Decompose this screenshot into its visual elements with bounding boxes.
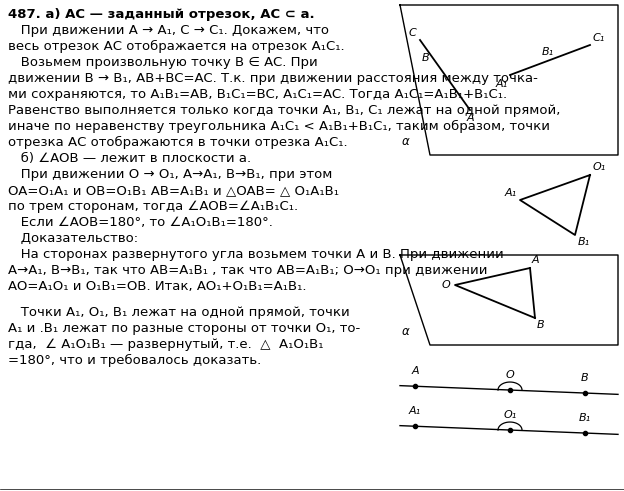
Text: 487. а) АС — заданный отрезок, АС ⊂ а.: 487. а) АС — заданный отрезок, АС ⊂ а. bbox=[8, 8, 314, 21]
Text: При движении O → O₁, A→A₁, B→B₁, при этом: При движении O → O₁, A→A₁, B→B₁, при это… bbox=[8, 168, 333, 181]
Text: движении B → B₁, AB+BC=AC. Т.к. при движении расстояния между точка-: движении B → B₁, AB+BC=AC. Т.к. при движ… bbox=[8, 72, 538, 85]
Text: Если ∠AOB=180°, то ∠A₁O₁B₁=180°.: Если ∠AOB=180°, то ∠A₁O₁B₁=180°. bbox=[8, 216, 273, 229]
Text: A₁: A₁ bbox=[409, 406, 421, 416]
Text: A→A₁, B→B₁, так что AB=A₁B₁ , так что AB=A₁B₁; O→O₁ при движении: A→A₁, B→B₁, так что AB=A₁B₁ , так что AB… bbox=[8, 264, 487, 277]
Text: гда,  ∠ A₁O₁B₁ — развернутый, т.е.  △  A₁O₁B₁: гда, ∠ A₁O₁B₁ — развернутый, т.е. △ A₁O₁… bbox=[8, 338, 323, 351]
Text: OA=O₁A₁ и OB=O₁B₁ AB=A₁B₁ и △OAB= △ O₁A₁B₁: OA=O₁A₁ и OB=O₁B₁ AB=A₁B₁ и △OAB= △ O₁A₁… bbox=[8, 184, 339, 197]
Text: α: α bbox=[402, 135, 410, 148]
Text: O₁: O₁ bbox=[593, 162, 607, 172]
Text: Равенство выполняется только когда точки A₁, B₁, C₁ лежат на одной прямой,: Равенство выполняется только когда точки… bbox=[8, 104, 560, 117]
Text: B₁: B₁ bbox=[578, 237, 590, 247]
Text: A₁: A₁ bbox=[496, 79, 508, 89]
Text: A₁: A₁ bbox=[505, 188, 517, 198]
Text: =180°, что и требовалось доказать.: =180°, что и требовалось доказать. bbox=[8, 354, 261, 367]
Text: B₁: B₁ bbox=[579, 413, 591, 423]
Text: б) ∠AOB — лежит в плоскости а.: б) ∠AOB — лежит в плоскости а. bbox=[8, 152, 251, 165]
Text: При движении A → A₁, C → C₁. Докажем, что: При движении A → A₁, C → C₁. Докажем, чт… bbox=[8, 24, 329, 37]
Text: O: O bbox=[505, 370, 514, 380]
Text: Возьмем произвольную точку B ∈ AC. При: Возьмем произвольную точку B ∈ AC. При bbox=[8, 56, 318, 69]
Text: Доказательство:: Доказательство: bbox=[8, 232, 138, 245]
Text: A: A bbox=[532, 255, 540, 265]
Text: На сторонах развернутого угла возьмем точки A и B. При движении: На сторонах развернутого угла возьмем то… bbox=[8, 248, 504, 261]
Text: по трем сторонам, тогда ∠AOB=∠A₁B₁C₁.: по трем сторонам, тогда ∠AOB=∠A₁B₁C₁. bbox=[8, 200, 298, 213]
Text: C₁: C₁ bbox=[593, 33, 605, 43]
Text: B: B bbox=[537, 320, 545, 330]
Text: B: B bbox=[421, 53, 429, 63]
Text: Точки A₁, O₁, B₁ лежат на одной прямой, точки: Точки A₁, O₁, B₁ лежат на одной прямой, … bbox=[8, 306, 349, 319]
Text: отрезка АС отображаются в точки отрезка A₁C₁.: отрезка АС отображаются в точки отрезка … bbox=[8, 136, 348, 149]
Text: AO=A₁O₁ и O₁B₁=OB. Итак, AO₁+O₁B₁=A₁B₁.: AO=A₁O₁ и O₁B₁=OB. Итак, AO₁+O₁B₁=A₁B₁. bbox=[8, 280, 306, 293]
Text: весь отрезок АС отображается на отрезок A₁C₁.: весь отрезок АС отображается на отрезок … bbox=[8, 40, 344, 53]
Text: C: C bbox=[408, 28, 416, 38]
Text: A: A bbox=[466, 113, 474, 123]
Text: A₁ и .B₁ лежат по разные стороны от точки O₁, то-: A₁ и .B₁ лежат по разные стороны от точк… bbox=[8, 322, 360, 335]
Text: B₁: B₁ bbox=[542, 47, 554, 57]
Text: O: O bbox=[441, 280, 450, 290]
Text: иначе по неравенству треугольника A₁C₁ < A₁B₁+B₁C₁, таким образом, точки: иначе по неравенству треугольника A₁C₁ <… bbox=[8, 120, 550, 133]
Text: α: α bbox=[402, 325, 410, 338]
Text: O₁: O₁ bbox=[504, 410, 517, 420]
Text: A: A bbox=[411, 366, 419, 376]
Text: ми сохраняются, то A₁B₁=AB, B₁C₁=BC, A₁C₁=AC. Тогда A₁C₁=A₁B₁+B₁C₁.: ми сохраняются, то A₁B₁=AB, B₁C₁=BC, A₁C… bbox=[8, 88, 507, 101]
Text: B: B bbox=[581, 373, 589, 383]
